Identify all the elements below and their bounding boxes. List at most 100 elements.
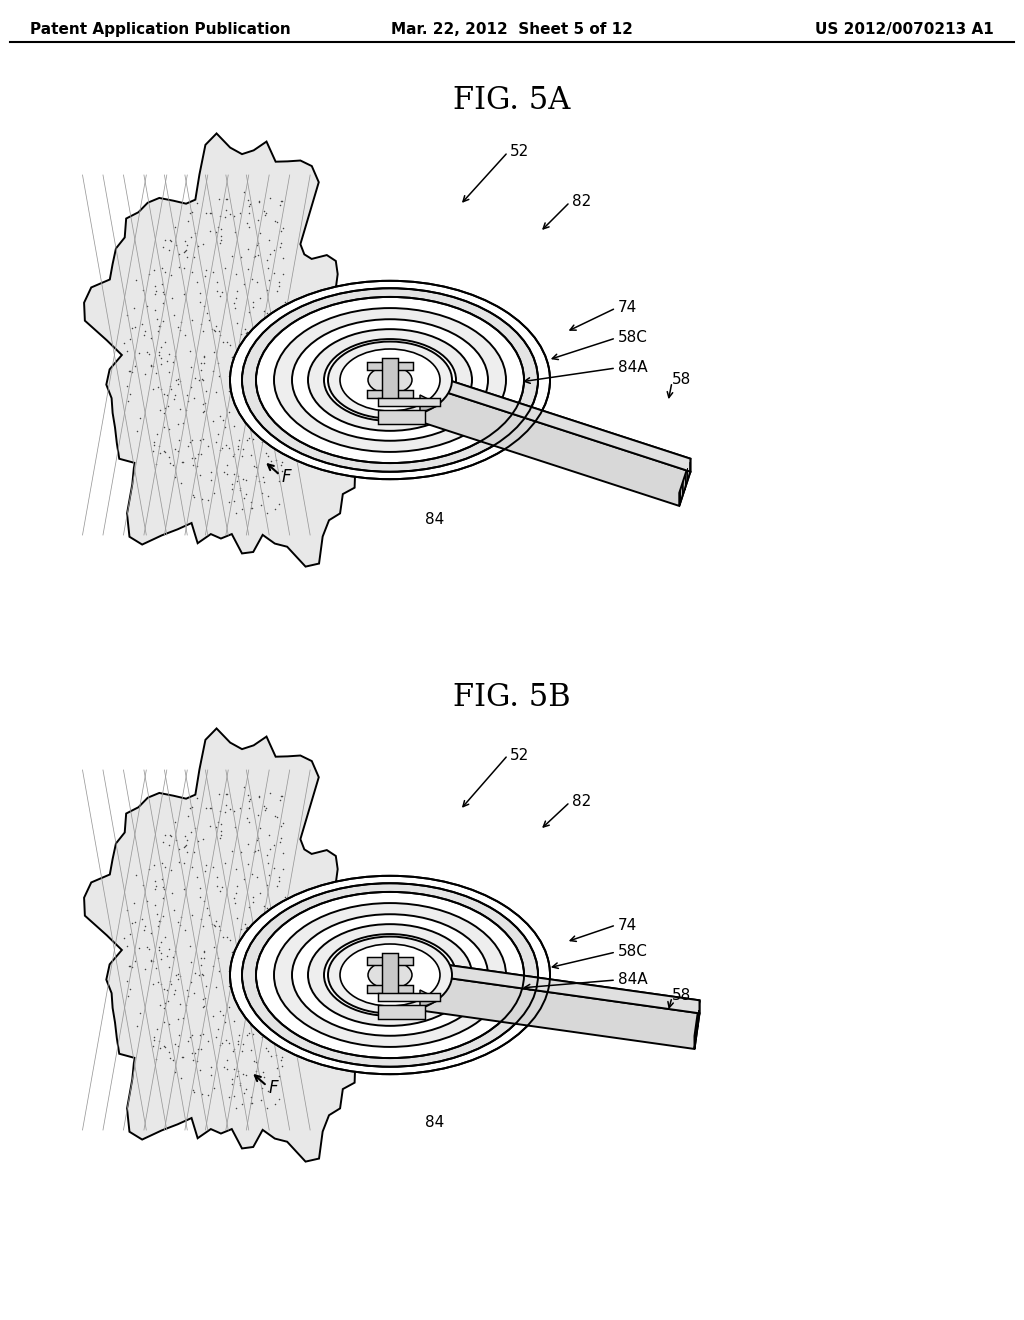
Point — [241, 355, 257, 376]
Point — [205, 261, 221, 282]
Point — [169, 368, 185, 389]
Point — [211, 405, 227, 426]
Point — [268, 1057, 285, 1078]
Point — [246, 929, 262, 950]
Point — [246, 247, 262, 268]
Point — [229, 907, 246, 928]
Point — [239, 378, 255, 399]
Point — [249, 235, 265, 256]
Point — [236, 982, 252, 1003]
Point — [240, 239, 256, 260]
Point — [260, 972, 276, 993]
Polygon shape — [420, 395, 440, 413]
Point — [165, 946, 181, 968]
Text: 82: 82 — [572, 795, 591, 809]
Point — [266, 858, 283, 879]
Point — [245, 292, 261, 313]
Point — [207, 321, 223, 342]
Point — [148, 957, 165, 978]
Point — [204, 913, 220, 935]
Point — [127, 355, 143, 376]
Point — [256, 945, 272, 966]
Point — [270, 866, 287, 887]
Point — [219, 1049, 236, 1071]
Point — [157, 397, 173, 418]
Point — [225, 444, 242, 465]
Point — [156, 403, 172, 424]
Point — [147, 284, 164, 305]
Point — [203, 1065, 219, 1086]
Point — [134, 314, 151, 335]
Point — [193, 948, 209, 969]
Point — [274, 218, 291, 239]
Point — [219, 927, 236, 948]
Point — [251, 471, 267, 492]
Point — [193, 1024, 209, 1045]
Point — [270, 1019, 287, 1040]
Point — [153, 354, 169, 375]
Point — [212, 325, 228, 346]
Point — [272, 989, 289, 1010]
Point — [203, 462, 219, 483]
Point — [268, 463, 285, 484]
Point — [210, 216, 226, 238]
Point — [256, 1067, 272, 1088]
Point — [121, 383, 137, 404]
Point — [268, 213, 285, 234]
Point — [249, 866, 265, 887]
Point — [185, 247, 202, 268]
Point — [208, 977, 224, 998]
Point — [176, 325, 193, 346]
Polygon shape — [420, 990, 440, 1008]
Point — [153, 949, 169, 970]
Point — [196, 370, 212, 391]
Point — [194, 359, 210, 380]
Point — [227, 297, 244, 318]
Ellipse shape — [368, 367, 412, 393]
Point — [246, 385, 262, 407]
Point — [182, 227, 199, 248]
Point — [240, 259, 256, 280]
Point — [168, 370, 184, 391]
Point — [241, 812, 257, 833]
Ellipse shape — [328, 937, 452, 1014]
Point — [171, 429, 187, 450]
Point — [152, 436, 168, 457]
Point — [195, 829, 211, 850]
Point — [161, 362, 177, 383]
Point — [213, 219, 229, 240]
Point — [170, 413, 186, 434]
Point — [196, 941, 212, 962]
Text: Mar. 22, 2012  Sheet 5 of 12: Mar. 22, 2012 Sheet 5 of 12 — [391, 22, 633, 37]
Point — [119, 305, 135, 326]
Point — [263, 977, 280, 998]
Point — [119, 899, 135, 920]
Point — [173, 907, 189, 928]
Point — [156, 978, 172, 999]
Text: 84: 84 — [425, 1115, 444, 1130]
Point — [195, 234, 211, 255]
Point — [174, 1047, 190, 1068]
Point — [245, 886, 261, 907]
Point — [153, 942, 169, 964]
Point — [243, 1086, 259, 1107]
Point — [213, 814, 229, 836]
Point — [266, 942, 283, 964]
Point — [182, 935, 199, 956]
Point — [268, 298, 285, 319]
Point — [251, 787, 267, 808]
Point — [256, 471, 272, 492]
Point — [220, 491, 237, 512]
Point — [146, 260, 163, 281]
Point — [221, 203, 238, 224]
Point — [238, 978, 254, 999]
Point — [205, 956, 221, 977]
Point — [245, 863, 261, 884]
Point — [187, 447, 204, 469]
Point — [182, 952, 199, 973]
Point — [244, 498, 260, 519]
Point — [225, 1040, 242, 1061]
Point — [134, 280, 151, 301]
Point — [119, 341, 135, 362]
Point — [127, 911, 143, 932]
